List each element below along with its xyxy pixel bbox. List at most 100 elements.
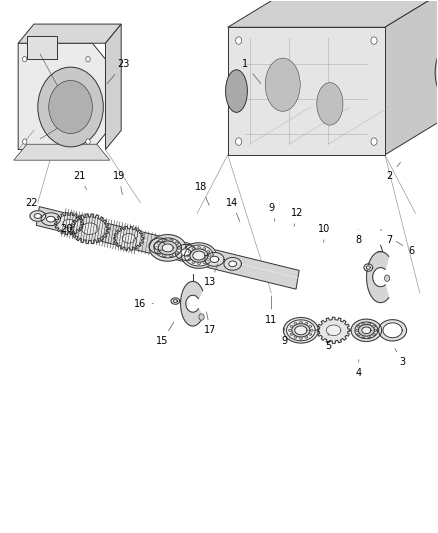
Text: 14: 14: [226, 198, 240, 221]
Polygon shape: [367, 252, 389, 303]
Ellipse shape: [265, 58, 300, 111]
Ellipse shape: [49, 80, 92, 134]
Polygon shape: [175, 242, 178, 245]
Circle shape: [86, 139, 90, 144]
Polygon shape: [378, 320, 406, 341]
Polygon shape: [187, 255, 190, 256]
Text: 6: 6: [396, 241, 414, 255]
Polygon shape: [149, 235, 186, 261]
Polygon shape: [289, 329, 291, 332]
Ellipse shape: [317, 83, 343, 125]
Polygon shape: [193, 251, 205, 260]
Polygon shape: [203, 261, 206, 263]
Polygon shape: [364, 264, 373, 271]
Polygon shape: [106, 24, 121, 150]
Polygon shape: [198, 247, 200, 249]
Polygon shape: [305, 336, 307, 338]
Text: 23: 23: [107, 60, 129, 84]
Polygon shape: [190, 249, 208, 262]
Polygon shape: [173, 300, 177, 303]
Polygon shape: [310, 329, 313, 332]
Polygon shape: [351, 319, 381, 342]
Polygon shape: [114, 227, 144, 250]
Polygon shape: [36, 207, 299, 289]
Polygon shape: [286, 320, 315, 341]
Ellipse shape: [226, 70, 247, 112]
Polygon shape: [169, 239, 173, 241]
Polygon shape: [317, 317, 350, 343]
FancyBboxPatch shape: [27, 36, 57, 59]
Polygon shape: [208, 255, 211, 256]
Polygon shape: [367, 336, 371, 338]
Polygon shape: [355, 322, 378, 338]
Polygon shape: [154, 242, 166, 250]
Text: 22: 22: [25, 198, 44, 213]
Polygon shape: [385, 0, 438, 155]
Polygon shape: [46, 216, 55, 222]
Polygon shape: [228, 0, 438, 27]
FancyBboxPatch shape: [228, 27, 385, 155]
Polygon shape: [154, 238, 181, 258]
Polygon shape: [374, 329, 377, 332]
Text: 3: 3: [395, 349, 406, 367]
Polygon shape: [309, 333, 312, 335]
Polygon shape: [326, 325, 341, 336]
Polygon shape: [290, 333, 293, 335]
Text: 17: 17: [204, 312, 216, 335]
Polygon shape: [229, 261, 237, 266]
Polygon shape: [289, 0, 438, 118]
Polygon shape: [157, 242, 161, 245]
Polygon shape: [292, 324, 310, 337]
Polygon shape: [207, 259, 210, 261]
Polygon shape: [55, 213, 83, 235]
Polygon shape: [63, 220, 75, 228]
Polygon shape: [362, 327, 371, 334]
Polygon shape: [188, 259, 191, 261]
Polygon shape: [362, 323, 365, 325]
Polygon shape: [34, 214, 41, 219]
Polygon shape: [181, 243, 216, 268]
Circle shape: [236, 138, 242, 146]
Polygon shape: [210, 256, 219, 262]
Text: 2: 2: [386, 163, 401, 181]
Polygon shape: [205, 253, 224, 266]
Polygon shape: [188, 251, 191, 253]
Circle shape: [86, 56, 90, 62]
Circle shape: [385, 275, 390, 281]
Text: 7: 7: [381, 229, 392, 245]
Polygon shape: [122, 233, 135, 243]
Polygon shape: [155, 247, 159, 249]
Polygon shape: [171, 298, 180, 304]
Polygon shape: [383, 323, 402, 338]
Circle shape: [371, 37, 377, 44]
Polygon shape: [192, 261, 195, 263]
Polygon shape: [30, 211, 46, 221]
Polygon shape: [18, 24, 121, 43]
Polygon shape: [294, 336, 297, 338]
Text: 9: 9: [268, 203, 275, 221]
Polygon shape: [81, 223, 98, 235]
Text: 12: 12: [291, 208, 304, 227]
Polygon shape: [294, 322, 297, 325]
Text: 5: 5: [325, 333, 331, 351]
Polygon shape: [149, 238, 171, 254]
Polygon shape: [192, 248, 195, 250]
Polygon shape: [207, 251, 210, 253]
Polygon shape: [367, 323, 371, 325]
Polygon shape: [295, 326, 307, 335]
Polygon shape: [357, 333, 360, 335]
Polygon shape: [300, 321, 302, 324]
Text: 11: 11: [265, 296, 278, 325]
Polygon shape: [305, 322, 307, 325]
Polygon shape: [224, 257, 241, 270]
Polygon shape: [14, 144, 110, 160]
Text: 20: 20: [60, 224, 79, 235]
Polygon shape: [158, 241, 177, 255]
Polygon shape: [162, 254, 166, 257]
Text: 16: 16: [134, 298, 153, 309]
Polygon shape: [71, 214, 109, 244]
Text: 4: 4: [356, 360, 362, 378]
Polygon shape: [290, 325, 293, 327]
Text: 21: 21: [73, 171, 87, 190]
Polygon shape: [18, 43, 106, 150]
